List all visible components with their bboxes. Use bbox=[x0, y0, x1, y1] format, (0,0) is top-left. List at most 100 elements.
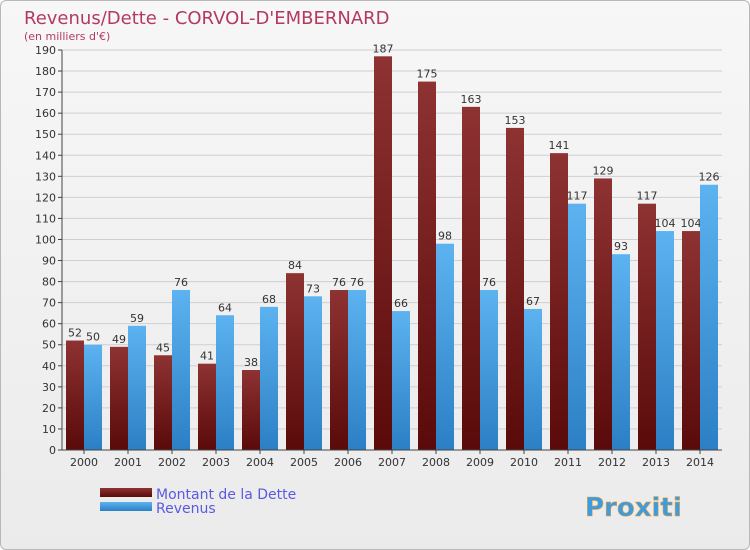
y-tick-label: 0 bbox=[49, 444, 56, 457]
bar-revenus bbox=[612, 254, 630, 450]
data-label-revenus: 64 bbox=[218, 301, 232, 314]
legend-swatch-debt bbox=[100, 488, 152, 497]
bar-dette bbox=[638, 203, 656, 450]
bar-dette bbox=[682, 231, 700, 450]
data-label-revenus: 76 bbox=[174, 276, 188, 289]
data-label-revenus: 67 bbox=[526, 295, 540, 308]
bar-dette bbox=[110, 346, 128, 450]
y-tick-label: 150 bbox=[35, 128, 56, 141]
data-label-dette: 129 bbox=[593, 164, 614, 177]
bar-dette bbox=[242, 370, 260, 450]
data-label-revenus: 104 bbox=[655, 217, 676, 230]
y-tick-label: 40 bbox=[42, 360, 56, 373]
legend: Montant de la Dette Revenus bbox=[100, 487, 296, 517]
y-tick-label: 80 bbox=[42, 276, 56, 289]
x-tick-label: 2004 bbox=[246, 456, 274, 469]
chart-subtitle: (en milliers d'€) bbox=[24, 30, 110, 43]
bar-revenus bbox=[700, 184, 718, 450]
data-label-revenus: 59 bbox=[130, 312, 144, 325]
bar-dette bbox=[154, 355, 172, 450]
bar-dette bbox=[330, 290, 348, 450]
data-label-dette: 175 bbox=[417, 68, 438, 81]
data-label-dette: 84 bbox=[288, 259, 302, 272]
bar-revenus bbox=[84, 344, 102, 450]
data-label-dette: 141 bbox=[549, 139, 570, 152]
y-tick-label: 170 bbox=[35, 86, 56, 99]
legend-label-revenus: Revenus bbox=[156, 501, 216, 517]
x-tick-label: 2001 bbox=[114, 456, 142, 469]
x-axis: 2000 2001 2002 2003 2004 2005 2006 2007 2008 2009… bbox=[70, 450, 714, 469]
bar-revenus bbox=[392, 311, 410, 450]
data-label-revenus: 76 bbox=[482, 276, 496, 289]
y-tick-label: 90 bbox=[42, 255, 56, 268]
x-tick-label: 2005 bbox=[290, 456, 318, 469]
data-label-dette: 76 bbox=[332, 276, 346, 289]
bar-revenus bbox=[524, 308, 542, 450]
data-label-revenus: 66 bbox=[394, 297, 408, 310]
data-label-dette: 49 bbox=[112, 333, 126, 346]
x-tick-label: 2010 bbox=[510, 456, 538, 469]
y-tick-label: 140 bbox=[35, 149, 56, 162]
bar-dette bbox=[286, 273, 304, 450]
data-label-revenus: 93 bbox=[614, 240, 628, 253]
data-label-revenus: 98 bbox=[438, 230, 452, 243]
bar-revenus bbox=[348, 290, 366, 450]
bar-dette bbox=[66, 340, 84, 450]
data-label-dette: 117 bbox=[637, 190, 658, 203]
y-tick-label: 120 bbox=[35, 191, 56, 204]
data-label-revenus: 126 bbox=[699, 171, 720, 184]
x-tick-label: 2007 bbox=[378, 456, 406, 469]
y-tick-label: 60 bbox=[42, 318, 56, 331]
bar-dette bbox=[550, 153, 568, 450]
legend-swatch-revenus bbox=[100, 502, 152, 511]
x-tick-label: 2013 bbox=[642, 456, 670, 469]
y-tick-label: 30 bbox=[42, 381, 56, 394]
x-tick-label: 2014 bbox=[686, 456, 714, 469]
data-label-dette: 104 bbox=[681, 217, 702, 230]
x-tick-label: 2003 bbox=[202, 456, 230, 469]
y-axis: 0 10 20 30 40 50 60 70 80 90 100 110 120 130 140 150 160… bbox=[35, 44, 62, 457]
x-tick-label: 2000 bbox=[70, 456, 98, 469]
data-label-revenus: 76 bbox=[350, 276, 364, 289]
bar-revenus bbox=[480, 290, 498, 450]
bar-revenus bbox=[436, 243, 454, 450]
bar-dette bbox=[418, 81, 436, 450]
y-tick-label: 160 bbox=[35, 107, 56, 120]
data-label-revenus: 73 bbox=[306, 282, 320, 295]
proxiti-logo: Proxiti bbox=[585, 493, 682, 523]
legend-label-debt: Montant de la Dette bbox=[156, 487, 296, 503]
y-tick-label: 110 bbox=[35, 212, 56, 225]
data-label-dette: 45 bbox=[156, 341, 170, 354]
x-tick-label: 2002 bbox=[158, 456, 186, 469]
bar-dette bbox=[462, 106, 480, 450]
x-tick-label: 2006 bbox=[334, 456, 362, 469]
bar-revenus bbox=[128, 325, 146, 450]
data-label-dette: 153 bbox=[505, 114, 526, 127]
y-tick-label: 20 bbox=[42, 402, 56, 415]
y-tick-label: 180 bbox=[35, 65, 56, 78]
bar-revenus bbox=[260, 306, 278, 450]
x-tick-label: 2011 bbox=[554, 456, 582, 469]
data-label-revenus: 68 bbox=[262, 293, 276, 306]
data-label-dette: 163 bbox=[461, 93, 482, 106]
data-label-dette: 52 bbox=[68, 327, 82, 340]
y-tick-label: 70 bbox=[42, 297, 56, 310]
data-label-dette: 187 bbox=[373, 42, 394, 55]
data-label-dette: 41 bbox=[200, 350, 214, 363]
bar-revenus bbox=[656, 231, 674, 450]
x-tick-label: 2012 bbox=[598, 456, 626, 469]
y-tick-label: 100 bbox=[35, 233, 56, 246]
y-tick-label: 130 bbox=[35, 170, 56, 183]
data-label-revenus: 50 bbox=[86, 331, 100, 344]
bar-revenus bbox=[304, 296, 322, 450]
bar-dette bbox=[374, 56, 392, 450]
bar-dette bbox=[506, 127, 524, 450]
y-tick-label: 190 bbox=[35, 44, 56, 57]
data-label-revenus: 117 bbox=[567, 190, 588, 203]
bars: 52 50 49 59 45 76 41 64 38 68 84 73 76 76 187 66 175 98 16… bbox=[66, 42, 720, 450]
bar-dette bbox=[198, 363, 216, 450]
data-label-dette: 38 bbox=[244, 356, 258, 369]
x-tick-label: 2009 bbox=[466, 456, 494, 469]
bar-revenus bbox=[216, 315, 234, 450]
